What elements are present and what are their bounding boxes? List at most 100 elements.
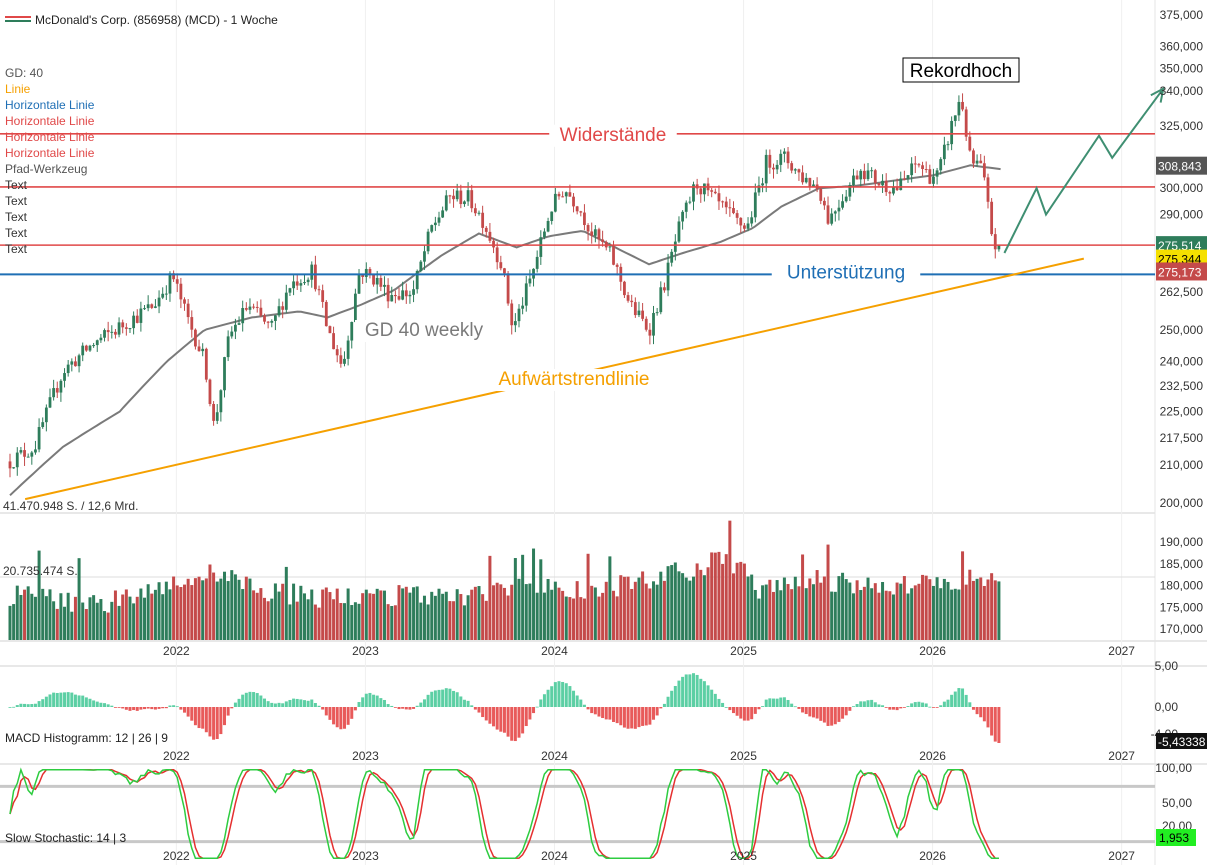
candle-body bbox=[782, 151, 786, 154]
legend-item[interactable]: Text bbox=[5, 210, 28, 224]
candle-body bbox=[299, 283, 303, 286]
volume-bar bbox=[128, 596, 132, 640]
macd-bar bbox=[913, 702, 917, 707]
macd-bar bbox=[931, 707, 935, 708]
volume-bar bbox=[746, 576, 750, 640]
macd-bar bbox=[808, 707, 812, 717]
volume-bar bbox=[837, 576, 841, 640]
candle-body bbox=[386, 284, 390, 302]
macd-bar bbox=[19, 703, 23, 707]
macd-bar bbox=[73, 694, 77, 707]
candle-body bbox=[357, 274, 361, 294]
macd-bar bbox=[731, 707, 735, 714]
volume-bar bbox=[335, 588, 339, 640]
legend-item[interactable]: Linie bbox=[5, 82, 31, 96]
macd-bar bbox=[186, 707, 190, 717]
legend-item[interactable]: Text bbox=[5, 178, 28, 192]
volume-bar bbox=[92, 595, 96, 640]
volume-bar bbox=[161, 594, 165, 640]
macd-bar bbox=[422, 699, 426, 707]
price-label: 308,843 bbox=[1158, 160, 1202, 174]
volume-bar bbox=[212, 572, 216, 640]
volume-bar bbox=[648, 588, 652, 640]
support-annotation: Unterstützung bbox=[787, 262, 905, 283]
macd-bar bbox=[92, 700, 96, 707]
macd-bar bbox=[822, 707, 826, 723]
volume-bar bbox=[219, 578, 223, 640]
candle-body bbox=[801, 172, 804, 183]
volume-bar bbox=[826, 544, 830, 640]
volume-bar bbox=[284, 566, 288, 640]
legend-item[interactable]: Horizontale Linie bbox=[5, 130, 95, 144]
candle-body bbox=[59, 380, 63, 393]
macd-bar bbox=[66, 692, 70, 707]
macd-bar bbox=[63, 692, 67, 707]
candle-body bbox=[772, 167, 775, 170]
volume-bar bbox=[517, 578, 521, 640]
candle-body bbox=[786, 151, 790, 164]
legend-item[interactable]: Pfad-Werkzeug bbox=[5, 162, 87, 176]
macd-bar bbox=[270, 702, 274, 707]
macd-bar bbox=[819, 707, 823, 721]
legend-item[interactable]: Text bbox=[5, 194, 28, 208]
volume-bar bbox=[673, 562, 677, 640]
macd-bar bbox=[113, 707, 117, 708]
volume-bar bbox=[597, 596, 601, 640]
volume-bar bbox=[808, 578, 812, 640]
legend-item[interactable]: Horizontale Linie bbox=[5, 146, 95, 160]
candle-body bbox=[539, 237, 543, 257]
candle-body bbox=[419, 261, 423, 271]
volume-bar bbox=[982, 585, 986, 640]
macd-bar bbox=[579, 699, 583, 707]
macd-bar bbox=[324, 707, 328, 716]
volume-bar bbox=[928, 579, 932, 640]
candle-body bbox=[721, 201, 724, 203]
candle-body bbox=[481, 212, 485, 228]
candle-body bbox=[979, 160, 983, 164]
macd-value-box bbox=[1156, 733, 1207, 749]
macd-bar bbox=[593, 707, 597, 715]
macd-bar bbox=[833, 707, 837, 725]
macd-tick-label: 0,00 bbox=[1155, 700, 1179, 714]
candle-body bbox=[735, 213, 739, 218]
forecast-arrowhead bbox=[1150, 86, 1165, 103]
macd-bar bbox=[695, 674, 699, 707]
macd-bar bbox=[619, 707, 623, 726]
candle-body bbox=[84, 345, 88, 351]
macd-bar bbox=[564, 683, 568, 707]
macd-bar bbox=[459, 696, 463, 707]
macd-bar bbox=[979, 707, 983, 718]
volume-bar bbox=[550, 589, 554, 640]
volume-bar bbox=[604, 581, 608, 640]
candle-body bbox=[939, 159, 943, 171]
volume-bar bbox=[793, 576, 797, 640]
macd-bar bbox=[466, 700, 470, 707]
volume-bar bbox=[143, 597, 147, 640]
macd-bar bbox=[633, 707, 637, 729]
legend-item[interactable]: GD: 40 bbox=[5, 66, 43, 80]
legend-item[interactable]: Horizontale Linie bbox=[5, 114, 95, 128]
macd-bar bbox=[935, 707, 939, 708]
volume-bar bbox=[150, 593, 154, 640]
candle-body bbox=[997, 245, 1001, 250]
macd-bar bbox=[70, 692, 74, 707]
legend-item[interactable]: Text bbox=[5, 226, 28, 240]
macd-bar bbox=[41, 699, 45, 707]
macd-bar bbox=[673, 685, 677, 707]
macd-bar bbox=[862, 701, 866, 707]
volume-bar bbox=[779, 590, 783, 640]
candle-body bbox=[252, 306, 255, 308]
volume-bar bbox=[433, 595, 437, 640]
volume-bar bbox=[353, 602, 357, 640]
macd-bar bbox=[26, 704, 30, 707]
candle-body bbox=[902, 178, 906, 180]
volume-bar bbox=[313, 604, 317, 640]
volume-bar bbox=[615, 596, 619, 640]
legend-item[interactable]: Text bbox=[5, 242, 28, 256]
volume-bar bbox=[393, 605, 397, 640]
candle-body bbox=[114, 331, 117, 335]
candle-body bbox=[26, 456, 30, 458]
legend-item[interactable]: Horizontale Linie bbox=[5, 98, 95, 112]
macd-bar bbox=[157, 707, 161, 709]
